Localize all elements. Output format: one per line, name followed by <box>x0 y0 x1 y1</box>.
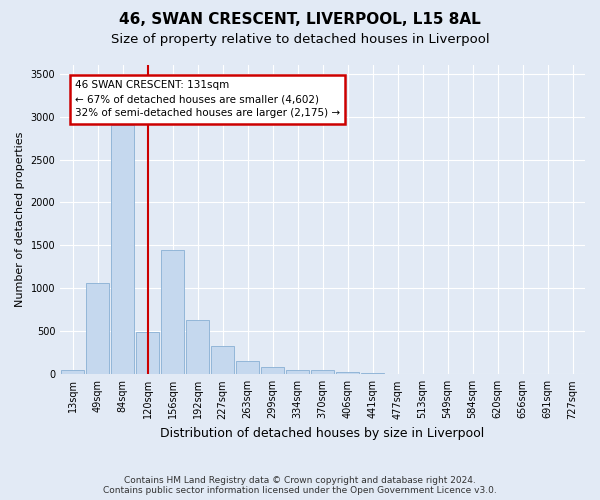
Text: Size of property relative to detached houses in Liverpool: Size of property relative to detached ho… <box>110 34 490 46</box>
Bar <box>136 332 159 374</box>
Bar <box>86 283 109 374</box>
Y-axis label: Number of detached properties: Number of detached properties <box>15 132 25 308</box>
Text: Contains HM Land Registry data © Crown copyright and database right 2024.
Contai: Contains HM Land Registry data © Crown c… <box>103 476 497 495</box>
Bar <box>111 125 134 374</box>
Text: 46, SWAN CRESCENT, LIVERPOOL, L15 8AL: 46, SWAN CRESCENT, LIVERPOOL, L15 8AL <box>119 12 481 28</box>
Bar <box>261 366 284 374</box>
Bar <box>236 360 259 374</box>
Bar <box>186 320 209 374</box>
X-axis label: Distribution of detached houses by size in Liverpool: Distribution of detached houses by size … <box>160 427 485 440</box>
Bar <box>311 370 334 374</box>
Bar <box>211 346 234 374</box>
Bar <box>361 373 384 374</box>
Text: 46 SWAN CRESCENT: 131sqm
← 67% of detached houses are smaller (4,602)
32% of sem: 46 SWAN CRESCENT: 131sqm ← 67% of detach… <box>75 80 340 118</box>
Bar <box>161 250 184 374</box>
Bar <box>286 370 309 374</box>
Bar <box>336 372 359 374</box>
Bar <box>61 370 84 374</box>
